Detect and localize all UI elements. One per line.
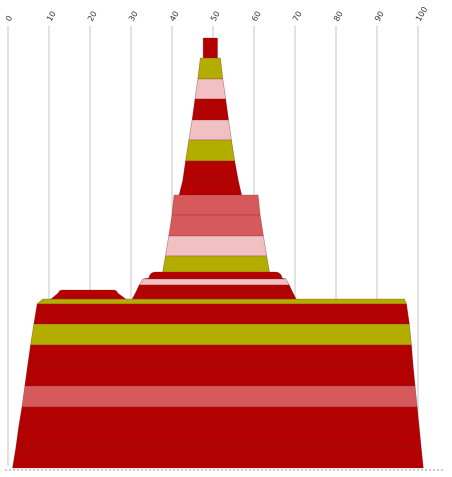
x-tick-label: 40 xyxy=(168,10,181,23)
shape xyxy=(131,271,297,300)
band xyxy=(33,303,410,325)
shape xyxy=(12,298,424,469)
band xyxy=(178,180,243,198)
shapes xyxy=(12,37,424,469)
x-tick-label: 70 xyxy=(291,10,304,23)
x-tick-label: 100 xyxy=(414,5,429,23)
band xyxy=(188,119,232,141)
x-tick-label: 90 xyxy=(373,10,386,23)
x-tick-label: 80 xyxy=(332,10,345,23)
band xyxy=(24,364,416,387)
band xyxy=(36,298,407,305)
shape xyxy=(50,289,127,300)
band xyxy=(142,271,287,280)
x-tick-label: 30 xyxy=(127,10,140,23)
band xyxy=(202,37,218,59)
x-tick-label: 10 xyxy=(45,10,58,23)
band xyxy=(185,139,236,162)
shape xyxy=(161,194,271,276)
band xyxy=(21,385,418,408)
shape xyxy=(178,37,243,198)
band xyxy=(15,426,422,449)
band xyxy=(194,78,227,100)
band xyxy=(168,214,264,237)
x-tick-label: 20 xyxy=(86,10,99,23)
x-tick-label: 50 xyxy=(209,10,222,23)
tick-labels: 0 10 20 30 40 50 60 70 80 90 100 xyxy=(4,5,429,23)
band xyxy=(18,406,420,428)
band xyxy=(191,98,229,121)
band xyxy=(165,235,268,257)
band xyxy=(182,160,239,182)
band xyxy=(30,323,412,346)
band xyxy=(27,344,414,366)
band xyxy=(131,291,297,300)
x-tick-label: 60 xyxy=(250,10,263,23)
band xyxy=(50,289,127,300)
band xyxy=(138,278,290,286)
band xyxy=(135,284,294,293)
band xyxy=(197,57,224,80)
band xyxy=(171,194,261,216)
band xyxy=(12,447,424,469)
x-tick-label: 0 xyxy=(4,14,14,23)
